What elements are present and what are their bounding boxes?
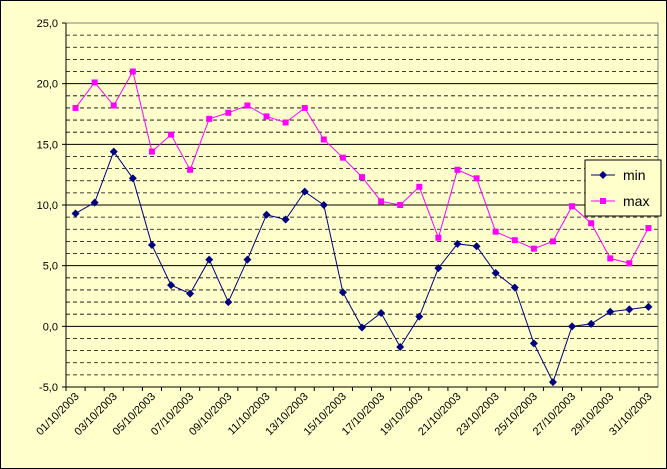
point: [110, 102, 117, 109]
point: [510, 283, 519, 292]
point: [187, 166, 194, 173]
point: [225, 109, 232, 116]
point: [128, 174, 137, 183]
y-tick-label: 15,0: [37, 139, 58, 151]
legend-label: min: [623, 167, 646, 183]
point: [529, 339, 538, 348]
point: [549, 238, 556, 245]
point: [491, 268, 500, 277]
point: [320, 136, 327, 143]
point: [338, 288, 347, 297]
point: [300, 187, 309, 196]
point: [262, 210, 271, 219]
point: [492, 228, 499, 235]
point: [472, 242, 481, 251]
point: [397, 202, 404, 208]
point: [319, 201, 328, 209]
point: [167, 281, 176, 290]
point: [72, 104, 79, 111]
point: [626, 260, 633, 267]
point: [453, 239, 462, 248]
legend-label: max: [623, 193, 649, 209]
point: [511, 237, 518, 244]
point: [548, 378, 557, 387]
point: [282, 119, 289, 126]
point: [434, 264, 443, 273]
point: [530, 245, 537, 252]
y-tick-label: -5,0: [39, 382, 58, 394]
point: [129, 68, 136, 75]
point: [396, 342, 405, 351]
point: [109, 147, 118, 156]
y-tick-label: 0,0: [43, 321, 58, 333]
point: [244, 102, 251, 109]
y-tick-label: 5,0: [43, 261, 58, 273]
point: [148, 148, 155, 155]
y-tick-label: 20,0: [37, 79, 58, 91]
point: [606, 307, 615, 316]
point: [473, 175, 480, 182]
point: [224, 298, 233, 307]
point: [377, 308, 386, 317]
point: [91, 79, 98, 86]
point: [588, 220, 595, 227]
point: [607, 255, 614, 262]
point: [339, 154, 346, 161]
point: [645, 225, 652, 232]
point: [568, 322, 577, 331]
point: [416, 183, 423, 190]
point: [599, 171, 607, 179]
point: [263, 113, 270, 120]
point: [186, 289, 195, 298]
point: [71, 209, 80, 218]
point: [359, 174, 365, 181]
point: [205, 255, 214, 264]
point: [378, 198, 385, 205]
y-tick-label: 25,0: [37, 18, 58, 30]
point: [281, 215, 290, 224]
point: [625, 305, 634, 314]
point: [206, 115, 213, 122]
point: [415, 312, 424, 321]
point: [243, 255, 252, 264]
point: [435, 234, 442, 241]
point: [587, 319, 596, 328]
point: [454, 166, 461, 173]
legend: [584, 159, 662, 217]
point: [168, 131, 175, 138]
y-tick-label: 10,0: [37, 200, 58, 212]
point: [147, 241, 156, 250]
point: [301, 104, 308, 111]
point: [600, 198, 606, 204]
point: [644, 302, 653, 311]
point: [90, 198, 99, 207]
point: [358, 323, 366, 332]
point: [569, 203, 576, 210]
